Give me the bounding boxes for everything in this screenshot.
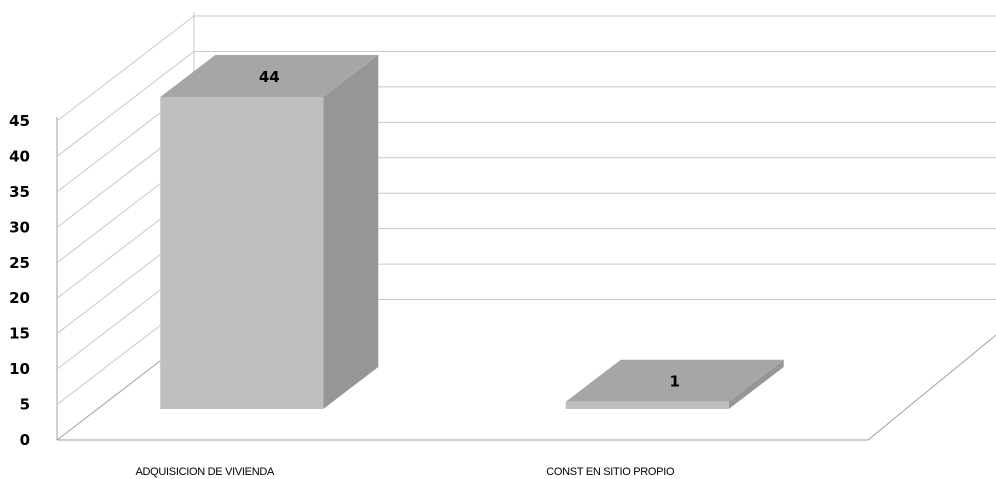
bar-top xyxy=(565,359,784,402)
bar-side xyxy=(728,359,784,409)
x-axis-ticks: ADQUISICION DE VIVIENDA CONST EN SITIO PR… xyxy=(135,466,675,478)
y-tick-label: 35 xyxy=(9,183,30,201)
y-tick-label: 25 xyxy=(9,254,30,272)
bar xyxy=(160,97,324,409)
y-tick-label: 15 xyxy=(9,325,30,343)
y-tick-label: 45 xyxy=(9,112,30,130)
data-label: 44 xyxy=(259,68,280,86)
y-tick-label: 20 xyxy=(9,289,30,307)
x-tick-label: CONST EN SITIO PROPIO xyxy=(546,466,675,478)
gridline-side xyxy=(56,15,195,122)
y-tick-label: 5 xyxy=(20,396,30,414)
bars xyxy=(160,55,784,409)
x-tick-label: ADQUISICION DE VIVIENDA xyxy=(135,466,275,478)
y-tick-label: 0 xyxy=(20,431,30,449)
gridline-side xyxy=(56,51,195,157)
floor-right-edge xyxy=(867,334,996,441)
bar xyxy=(565,401,729,409)
bar-top xyxy=(160,55,379,97)
y-tick-label: 10 xyxy=(9,360,30,378)
y-tick-label: 30 xyxy=(9,218,30,236)
y-tick-label: 40 xyxy=(9,147,30,165)
data-labels: 44 1 xyxy=(259,68,680,391)
bar-side xyxy=(323,55,379,409)
data-label: 1 xyxy=(670,373,680,391)
y-axis-ticks: 0 5 10 15 20 25 30 35 40 45 xyxy=(9,112,30,449)
